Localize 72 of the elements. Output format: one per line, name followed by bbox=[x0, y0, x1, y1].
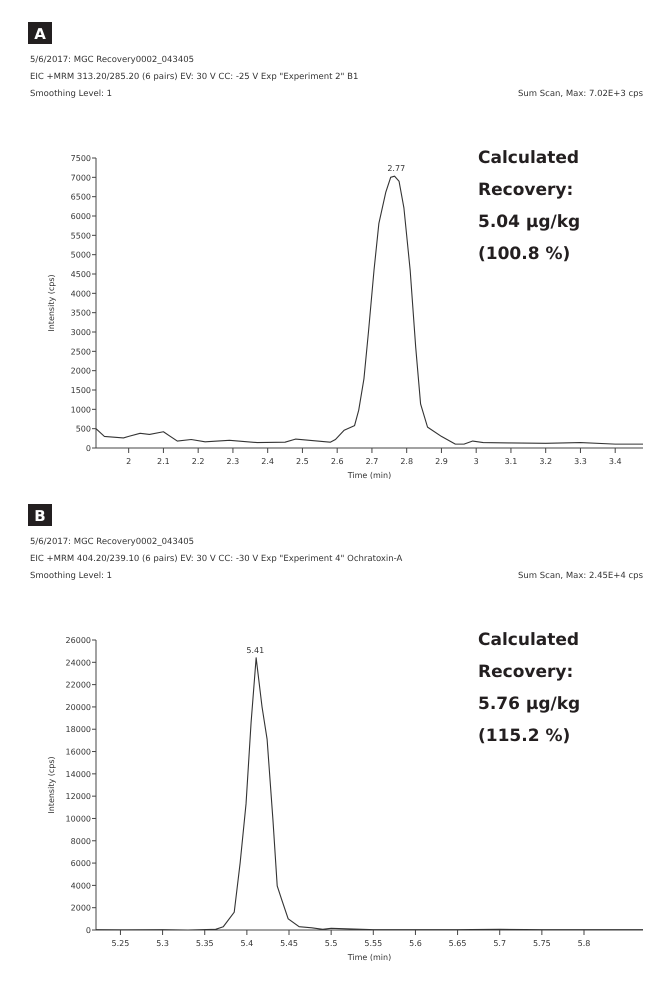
x-tick-label: 5.5 bbox=[324, 939, 338, 948]
x-tick-label: 2.6 bbox=[330, 457, 344, 466]
x-tick-label: 5.65 bbox=[448, 939, 466, 948]
x-tick-label: 5.8 bbox=[578, 939, 590, 948]
annotation: 2.77 bbox=[387, 164, 406, 174]
x-axis-title: Time (min) bbox=[346, 471, 392, 480]
y-tick-label: 2000 bbox=[70, 366, 91, 376]
x-tick-label: 5.6 bbox=[409, 939, 422, 948]
chart-title: B bbox=[34, 507, 46, 525]
y-tick-label: 4000 bbox=[70, 881, 91, 890]
x-tick-label: 5.75 bbox=[532, 939, 551, 948]
x-tick-label: 3.1 bbox=[504, 457, 518, 466]
y-tick-label: 8000 bbox=[70, 836, 91, 846]
y-tick-label: 500 bbox=[76, 424, 91, 434]
y-tick-label: 3500 bbox=[70, 308, 91, 318]
y-tick-label: 20000 bbox=[66, 702, 91, 712]
y-tick-label: 6000 bbox=[70, 859, 91, 868]
y-tick-label: 7500 bbox=[70, 154, 91, 163]
y-tick-label: 1500 bbox=[70, 386, 91, 395]
y-axis-title: Intensity (cps) bbox=[47, 756, 56, 814]
annotation: Calculated Recovery: 5.76 µg/kg (115.2 %) bbox=[478, 630, 580, 746]
x-tick-label: 2.2 bbox=[192, 457, 205, 466]
x-tick-label: 3.2 bbox=[539, 457, 552, 466]
x-tick-label: 3 bbox=[474, 457, 479, 466]
x-tick-label: 3.4 bbox=[608, 457, 622, 466]
y-tick-label: 1000 bbox=[70, 405, 91, 414]
y-tick-label: 6500 bbox=[70, 192, 91, 202]
y-tick-label: 7000 bbox=[70, 173, 91, 182]
y-tick-label: 10000 bbox=[66, 814, 91, 824]
x-tick-label: 5.45 bbox=[280, 939, 298, 948]
y-tick-label: 5500 bbox=[70, 231, 91, 240]
x-tick-label: 5.7 bbox=[493, 939, 506, 948]
annotation: Calculated Recovery: 5.04 µg/kg (100.8 %) bbox=[478, 148, 580, 264]
y-tick-label: 14000 bbox=[66, 770, 91, 779]
text: Sum Scan, Max: 2.45E+4 cps bbox=[518, 571, 644, 581]
x-tick-label: 5.25 bbox=[112, 939, 130, 948]
x-tick-label: 3.3 bbox=[574, 457, 587, 466]
y-tick-label: 4000 bbox=[70, 289, 91, 298]
x-tick-label: 2.8 bbox=[400, 457, 414, 466]
x-tick-label: 2.9 bbox=[435, 457, 448, 466]
y-tick-label: 26000 bbox=[66, 636, 91, 645]
x-tick-label: 2 bbox=[126, 457, 132, 466]
chart-title: A bbox=[34, 25, 46, 43]
y-tick-label: 2500 bbox=[70, 347, 91, 356]
x-tick-label: 2.7 bbox=[366, 457, 378, 466]
y-tick-label: 12000 bbox=[66, 792, 91, 802]
y-tick-label: 18000 bbox=[66, 725, 91, 734]
x-axis-title: Time (min) bbox=[346, 953, 392, 962]
x-tick-label: 2.4 bbox=[261, 457, 274, 466]
y-tick-label: 6000 bbox=[70, 212, 91, 221]
y-tick-label: 2000 bbox=[70, 904, 91, 913]
x-tick-label: 2.3 bbox=[226, 457, 240, 466]
line-series bbox=[95, 176, 644, 445]
y-tick-label: 22000 bbox=[66, 680, 91, 690]
chart-subtitle: 5/6/2017: MGC Recovery0002_043405 EIC +MRM 313.20/285.20 (6 pairs) EV: 30 V CC: -25 V Exp "Experiment 2" B1 Smoothing Level: 1 bbox=[30, 55, 358, 99]
chart-subtitle: 5/6/2017: MGC Recovery0002_043405 EIC +MRM 404.20/239.10 (6 pairs) EV: 30 V CC: -30 V Exp "Experiment 4" Ochratoxin-A Smoothing Level: 1 bbox=[30, 537, 403, 581]
annotation: 5.41 bbox=[246, 646, 264, 655]
x-tick-label: 2.1 bbox=[157, 457, 170, 466]
y-tick-label: 0 bbox=[86, 926, 91, 935]
y-tick-label: 0 bbox=[86, 444, 91, 453]
x-tick-label: 5.55 bbox=[364, 939, 382, 948]
y-tick-label: 4500 bbox=[70, 270, 91, 279]
x-tick-label: 5.3 bbox=[156, 939, 169, 948]
y-tick-label: 5000 bbox=[70, 250, 91, 260]
text: Sum Scan, Max: 7.02E+3 cps bbox=[518, 89, 644, 99]
y-tick-label: 24000 bbox=[66, 658, 91, 668]
y-tick-label: 3000 bbox=[70, 328, 91, 337]
y-tick-label: 16000 bbox=[66, 748, 91, 757]
x-tick-label: 5.35 bbox=[196, 939, 214, 948]
y-axis-title: Intensity (cps) bbox=[47, 274, 56, 332]
x-tick-label: 2.5 bbox=[296, 457, 309, 466]
x-tick-label: 5.4 bbox=[240, 939, 254, 948]
